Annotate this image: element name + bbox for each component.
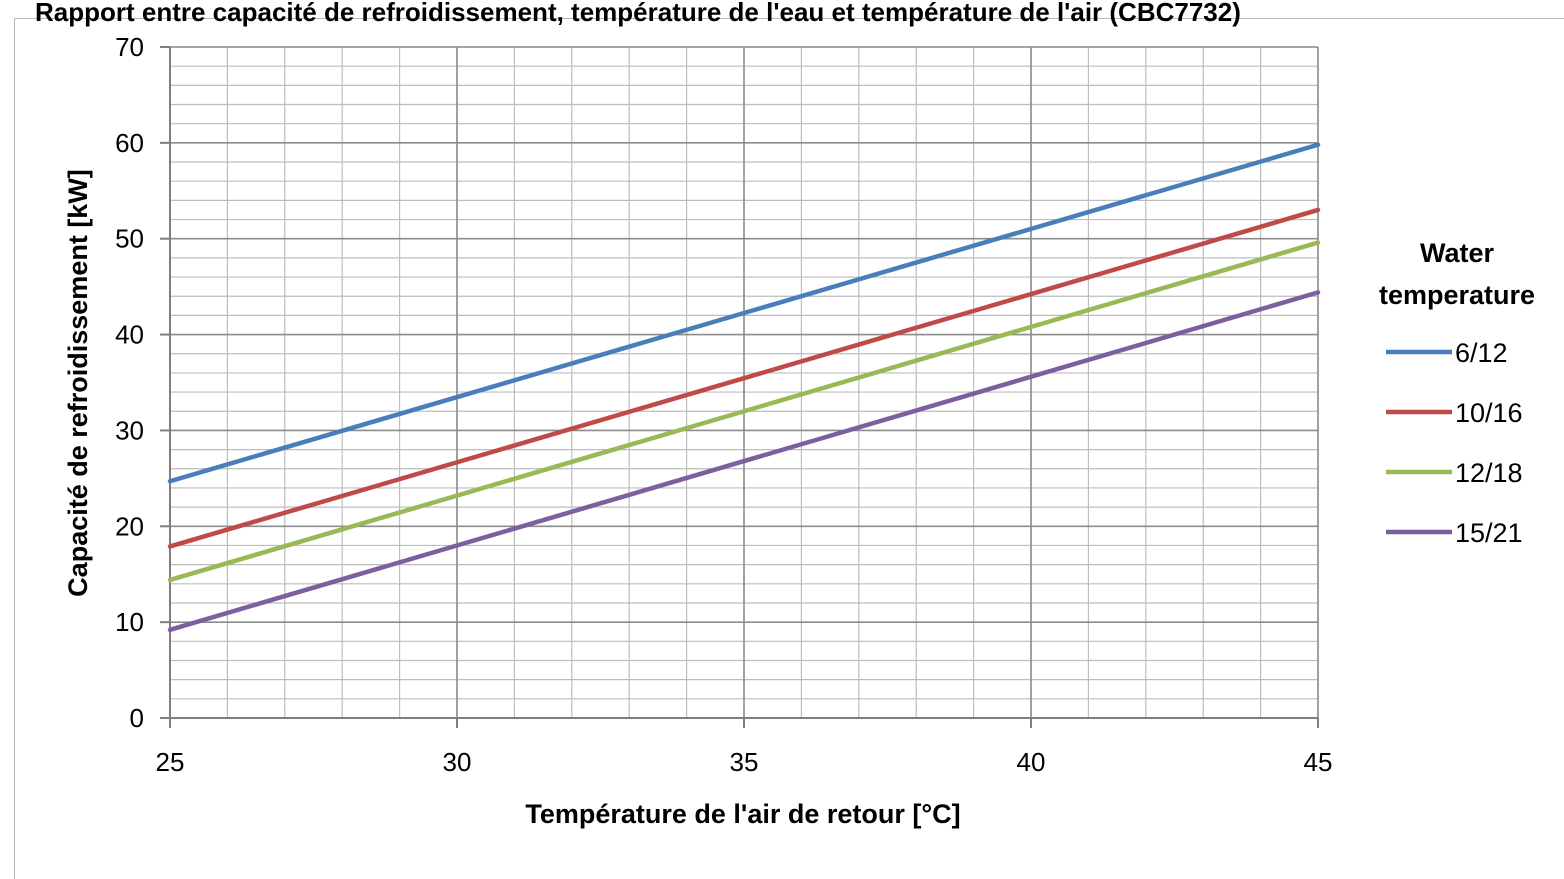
series-line-6-12 [167, 142, 1321, 484]
tick-labels: 0 10 20 30 40 50 60 70 25 30 35 40 45 [115, 32, 1332, 777]
x-tick-label: 35 [730, 747, 759, 777]
y-tick-label: 10 [115, 607, 144, 637]
y-tick-label: 20 [115, 511, 144, 541]
legend-label: 15/21 [1455, 518, 1523, 548]
legend-title: Water [1420, 238, 1495, 268]
chart-title: Rapport entre capacité de refroidissemen… [35, 0, 1241, 27]
series-line-12-18 [167, 240, 1321, 583]
x-tick-label: 25 [156, 747, 185, 777]
y-axis-label: Capacité de refroidissement [kW] [63, 169, 93, 597]
y-tick-label: 0 [130, 703, 144, 733]
series-lines [167, 142, 1321, 633]
y-tick-label: 30 [115, 415, 144, 445]
legend-title: temperature [1379, 280, 1535, 310]
x-tick-label: 30 [443, 747, 472, 777]
y-tick-label: 60 [115, 128, 144, 158]
series-line-10-16 [167, 207, 1321, 549]
y-tick-label: 40 [115, 320, 144, 350]
chart-frame: Rapport entre capacité de refroidissemen… [14, 0, 1564, 879]
grid [160, 46, 1319, 728]
series-line-15-21 [167, 290, 1321, 633]
x-axis-label: Température de l'air de retour [°C] [525, 799, 960, 829]
y-tick-label: 50 [115, 224, 144, 254]
x-tick-label: 40 [1017, 747, 1046, 777]
legend-label: 12/18 [1455, 458, 1523, 488]
legend-label: 10/16 [1455, 398, 1523, 428]
x-tick-label: 45 [1304, 747, 1333, 777]
legend: Water temperature 6/12 10/16 12/18 15/21 [1379, 238, 1535, 548]
y-tick-label: 70 [115, 32, 144, 62]
legend-label: 6/12 [1455, 338, 1508, 368]
